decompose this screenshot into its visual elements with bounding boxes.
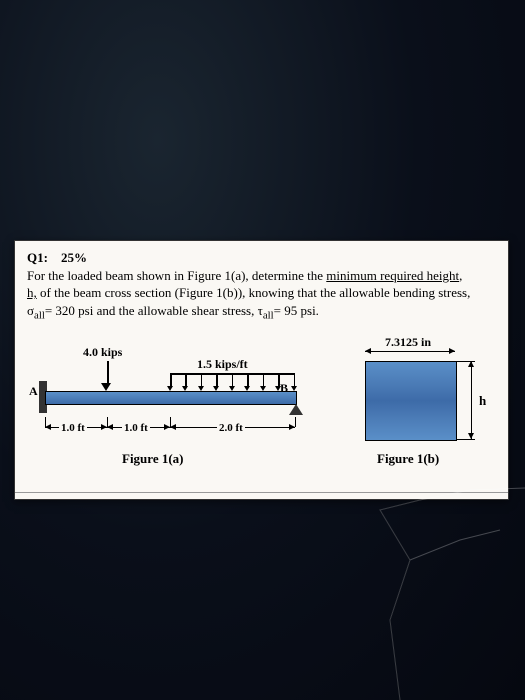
h-tick-bottom [457,439,475,440]
point-load-label: 4.0 kips [83,345,122,360]
beam [45,391,297,405]
label-b: B [280,381,288,396]
cross-section-rect [365,361,457,441]
figure-1b-caption: Figure 1(b) [377,451,439,467]
dim-label-2: 1.0 ft [122,422,150,434]
divider-line [15,492,508,493]
question-text: Q1: 25% For the loaded beam shown in Fig… [27,249,496,323]
problem-card: Q1: 25% For the loaded beam shown in Fig… [14,240,509,500]
point-load-arrow [105,361,111,391]
dim-tick [295,417,296,427]
sigma-sub: all [34,309,45,321]
q-text-2: of the beam cross section (Figure 1(b)),… [37,285,471,300]
height-dim-line [471,361,472,439]
udl-label: 1.5 kips/ft [197,357,248,372]
q-underline-1: minimum required height, [326,268,462,283]
figure-1a-caption: Figure 1(a) [122,451,184,467]
q-underline-h: h, [27,285,37,300]
question-id: Q1: [27,250,48,265]
height-label: h [479,393,486,409]
figure-1a: 4.0 kips 1.5 kips/ft A B [27,329,327,484]
udl-arrows [170,373,295,391]
dim-label-1: 1.0 ft [59,422,87,434]
question-weight: 25% [61,250,87,265]
width-label: 7.3125 in [385,335,431,350]
support-right [289,404,303,415]
q-text-3a: = 320 psi and the allowable shear stress… [45,303,258,318]
q-text-1: For the loaded beam shown in Figure 1(a)… [27,268,326,283]
dim-label-3: 2.0 ft [217,422,245,434]
sigma: σ [27,303,34,318]
tau-sub: all [263,309,274,321]
label-a: A [29,384,38,399]
figures-container: 4.0 kips 1.5 kips/ft A B [27,329,496,484]
width-dim-line [365,351,455,352]
figure-1b: 7.3125 in h Figure 1(b) [347,329,507,484]
q-text-3b: = 95 psi. [274,303,319,318]
udl-arrow-row [170,373,295,391]
